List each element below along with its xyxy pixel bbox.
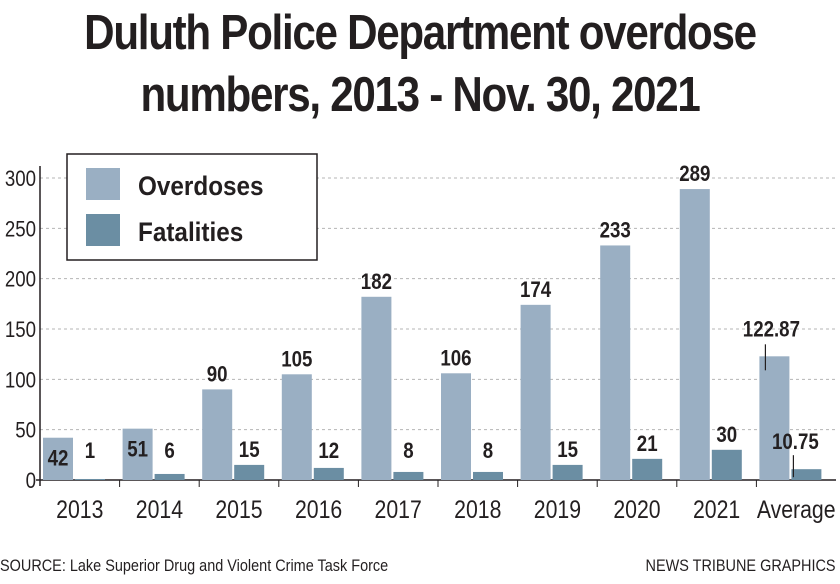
overdoses-value-label: 51 xyxy=(127,438,148,462)
fatalities-bar xyxy=(154,473,185,480)
fatalities-value-label: 15 xyxy=(239,439,260,463)
fatalities-value-label: 21 xyxy=(637,433,658,457)
x-tick-label: Average xyxy=(757,495,836,523)
fatalities-bar xyxy=(711,449,742,480)
fatalities-bar xyxy=(473,471,503,480)
fatalities-value-label: 6 xyxy=(164,440,174,464)
graphics-credit: NEWS TRIBUNE GRAPHICS xyxy=(645,556,836,575)
chart-title-line-2: numbers, 2013 - Nov. 30, 2021 xyxy=(140,68,700,122)
x-tick-label: 2014 xyxy=(136,495,183,523)
y-tick-label: 250 xyxy=(5,218,36,242)
x-tick-label: 2020 xyxy=(613,495,660,523)
fatalities-bar xyxy=(75,478,105,480)
x-tick-label: 2019 xyxy=(534,495,581,523)
fatalities-bar xyxy=(632,458,663,480)
y-tick-label: 300 xyxy=(5,168,36,192)
x-tick-label: 2015 xyxy=(215,495,262,523)
fatalities-bar xyxy=(234,464,265,480)
legend-swatch-overdoses xyxy=(86,168,120,200)
y-tick-label: 0 xyxy=(26,470,36,494)
fatalities-value-label: 12 xyxy=(318,440,339,464)
y-tick-label: 150 xyxy=(5,319,36,343)
overdoses-value-label: 233 xyxy=(600,219,631,243)
overdoses-value-label: 182 xyxy=(361,270,392,294)
y-tick-label: 200 xyxy=(5,268,36,292)
fatalities-bar xyxy=(393,471,424,480)
x-tick-label: 2018 xyxy=(454,495,501,523)
fatalities-value-label: 8 xyxy=(403,440,413,464)
overdoses-value-label: 106 xyxy=(440,347,471,371)
overdoses-value-label: 289 xyxy=(679,163,710,187)
overdoses-value-label: 42 xyxy=(48,447,69,471)
overdoses-bar xyxy=(202,389,233,480)
overdoses-bar xyxy=(600,245,631,480)
overdoses-bar xyxy=(122,428,153,480)
legend-swatch-fatalities xyxy=(86,214,120,246)
fatalities-bar xyxy=(791,469,822,480)
y-tick-label: 100 xyxy=(5,369,36,393)
fatalities-value-label: 30 xyxy=(716,423,737,447)
source-note: SOURCE: Lake Superior Drug and Violent C… xyxy=(0,556,389,575)
overdoses-bar xyxy=(43,437,73,480)
overdoses-bar xyxy=(759,356,790,480)
legend-label-fatalities: Fatalities xyxy=(138,218,243,247)
fatalities-value-label: 1 xyxy=(85,440,95,464)
x-tick-label: 2017 xyxy=(375,495,422,523)
x-tick-label: 2021 xyxy=(693,495,740,523)
overdoses-bar xyxy=(441,373,471,480)
fatalities-bar xyxy=(552,464,583,480)
overdoses-value-label: 174 xyxy=(520,279,552,303)
overdoses-value-label: 90 xyxy=(207,363,228,387)
overdoses-value-label: 105 xyxy=(281,348,312,372)
overdoses-value-label: 122.87 xyxy=(743,318,800,342)
x-tick-label: 2013 xyxy=(56,495,103,523)
x-tick-label: 2016 xyxy=(295,495,342,523)
overdoses-bar xyxy=(281,374,312,480)
overdoses-bar xyxy=(679,189,710,480)
fatalities-value-label: 15 xyxy=(557,439,578,463)
overdoses-bar xyxy=(520,304,551,480)
legend-label-overdoses: Overdoses xyxy=(138,172,264,201)
overdoses-bar xyxy=(361,296,392,480)
fatalities-value-label: 8 xyxy=(483,440,493,464)
y-tick-label: 50 xyxy=(15,419,36,443)
chart-title-line-1: Duluth Police Department overdose xyxy=(84,6,757,60)
fatalities-value-label: 10.75 xyxy=(772,431,819,455)
fatalities-bar xyxy=(313,467,344,480)
